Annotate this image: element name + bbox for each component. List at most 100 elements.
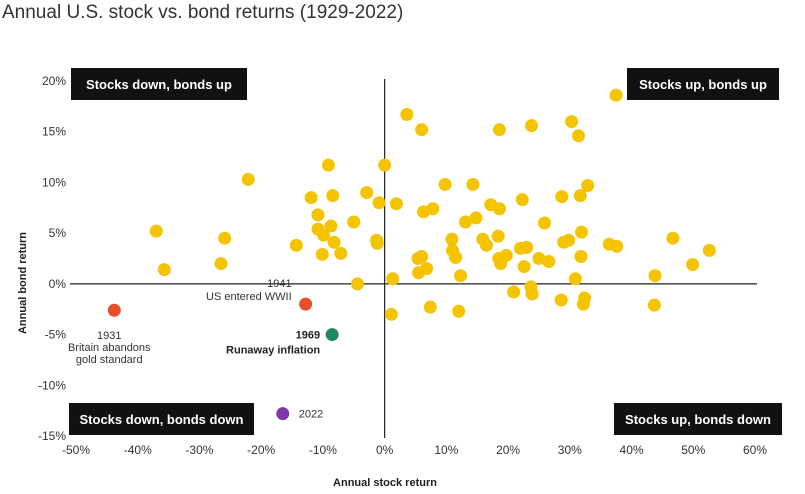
y-tick-label: 15%	[42, 125, 66, 139]
x-tick-label: -10%	[309, 443, 337, 457]
highlighted-data-point	[107, 303, 121, 317]
y-tick-label: 20%	[42, 74, 66, 88]
y-tick-labels: -15% -10% -5% 0% 5% 10% 15% 20%	[38, 74, 66, 443]
quadrant-label-box	[71, 68, 247, 100]
data-point	[647, 298, 661, 312]
data-point	[415, 123, 429, 137]
y-tick-label: 5%	[49, 226, 67, 240]
data-point	[479, 238, 493, 252]
data-point	[581, 178, 595, 192]
quadrant-label-text: Stocks down, bonds down	[80, 412, 244, 427]
y-tick-label: -5%	[45, 328, 67, 342]
annotation-text: Runaway inflation	[226, 345, 320, 357]
data-point	[568, 272, 582, 286]
annotation-text: 1969	[296, 330, 320, 342]
data-point	[311, 208, 325, 222]
annotation-text: 1931	[97, 330, 121, 342]
data-point	[315, 247, 329, 261]
x-tick-label: 50%	[681, 443, 705, 457]
data-point	[517, 260, 531, 274]
x-tick-label: -20%	[247, 443, 275, 457]
x-tick-label: 10%	[434, 443, 458, 457]
data-point	[609, 88, 623, 102]
data-point	[492, 202, 506, 216]
data-point	[360, 186, 374, 200]
data-point	[347, 215, 361, 229]
quadrant-label-text: Stocks up, bonds up	[639, 77, 767, 92]
data-point	[241, 172, 255, 186]
data-point	[350, 277, 364, 291]
quadrant-label-text: Stocks down, bonds up	[86, 77, 232, 92]
data-point	[423, 300, 437, 314]
data-point	[370, 236, 384, 250]
y-axis-title: Annual bond return	[17, 232, 29, 334]
data-point	[525, 119, 539, 133]
y-tick-label: -10%	[38, 378, 66, 392]
data-point	[565, 115, 579, 129]
data-point	[452, 304, 466, 318]
annotation-text: gold standard	[76, 354, 143, 366]
data-point	[574, 249, 588, 263]
data-point	[317, 228, 331, 242]
data-point	[686, 258, 700, 272]
data-point	[492, 123, 506, 137]
quadrant-label-bottom-left: Stocks down, bonds down	[69, 403, 254, 435]
data-point	[386, 272, 400, 286]
data-point	[321, 158, 335, 172]
data-point	[327, 235, 341, 249]
quadrant-label-top-right: Stocks up, bonds up	[627, 68, 779, 100]
data-point	[446, 243, 460, 257]
data-point	[324, 219, 338, 233]
data-point	[610, 239, 624, 253]
data-point	[326, 189, 340, 203]
data-point	[515, 193, 529, 207]
data-point	[218, 231, 232, 245]
data-point	[538, 216, 552, 230]
data-point	[445, 232, 459, 246]
x-axis-title: Annual stock return	[333, 477, 437, 489]
data-point	[466, 177, 480, 191]
data-point	[532, 252, 546, 265]
data-point	[542, 255, 556, 269]
data-point	[458, 215, 472, 229]
quadrant-label-box	[614, 403, 782, 435]
x-tick-label: 0%	[376, 443, 394, 457]
data-point	[499, 248, 513, 262]
quadrant-label-bottom-right: Stocks up, bonds down	[614, 403, 782, 435]
data-point	[334, 246, 348, 260]
data-points	[149, 88, 716, 321]
data-point	[575, 225, 589, 239]
axes	[70, 79, 757, 438]
y-tick-label: 0%	[49, 277, 67, 291]
highlighted-data-point	[299, 297, 313, 311]
quadrant-labels: Stocks down, bonds up Stocks up, bonds up…	[69, 68, 782, 435]
x-tick-label: -30%	[185, 443, 213, 457]
data-point	[555, 190, 569, 204]
data-point	[454, 269, 468, 283]
y-tick-label: -15%	[38, 429, 66, 443]
annotation-text: 2022	[299, 409, 323, 421]
data-point	[702, 243, 716, 257]
data-point	[469, 211, 483, 225]
data-point	[520, 240, 534, 254]
x-tick-label: 40%	[620, 443, 644, 457]
quadrant-label-text: Stocks up, bonds down	[625, 412, 771, 427]
x-tick-label: 60%	[743, 443, 767, 457]
highlight-1969: 1969 Runaway inflation	[226, 328, 339, 357]
data-point	[415, 249, 429, 263]
data-point	[304, 191, 318, 205]
data-point	[372, 196, 386, 210]
data-point	[289, 238, 303, 252]
data-point	[214, 257, 228, 271]
data-point	[420, 262, 434, 276]
data-point	[666, 231, 680, 245]
data-point	[157, 263, 171, 277]
x-tick-label: 30%	[558, 443, 582, 457]
data-point	[491, 229, 505, 243]
data-point	[525, 287, 539, 301]
quadrant-label-box	[69, 403, 254, 435]
